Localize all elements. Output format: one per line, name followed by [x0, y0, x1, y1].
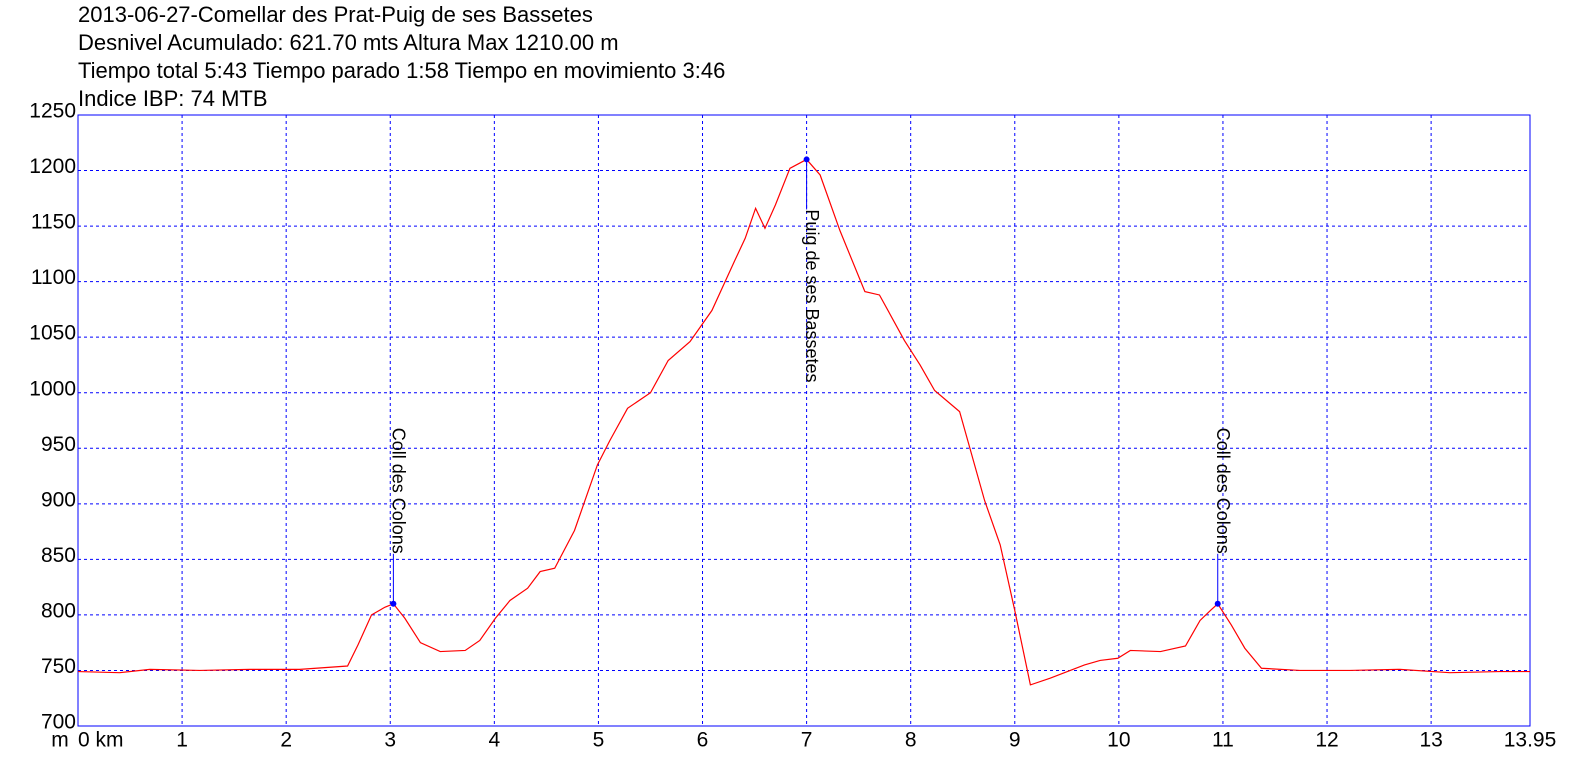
annotation-label: Coll des Colons — [1213, 428, 1233, 554]
x-tick-label: 8 — [905, 729, 917, 752]
title-line: 2013-06-27-Comellar des Prat-Puig de ses… — [78, 2, 593, 27]
x-tick-label: 0 km — [78, 729, 124, 752]
y-tick-label: 1050 — [29, 322, 76, 345]
annotation-marker — [803, 156, 810, 163]
y-tick-label: 700 — [41, 711, 76, 734]
x-tick-label: 13.95 — [1504, 729, 1557, 752]
y-tick-label: 1250 — [29, 100, 76, 123]
x-tick-label: 2 — [280, 729, 292, 752]
y-tick-label: 1100 — [31, 266, 76, 289]
annotation-label: Coll des Colons — [389, 428, 409, 554]
y-tick-label: 850 — [41, 544, 76, 567]
x-tick-label: 1 — [176, 729, 188, 752]
y-tick-label: 1200 — [29, 155, 76, 178]
x-tick-label: 12 — [1315, 729, 1338, 752]
x-tick-label: 7 — [801, 729, 813, 752]
x-tick-label: 13 — [1419, 729, 1442, 752]
y-tick-label: 1000 — [29, 377, 76, 400]
y-tick-label: 1150 — [31, 211, 76, 234]
x-tick-label: 3 — [384, 729, 396, 752]
y-tick-label: 900 — [41, 488, 76, 511]
title-line: Indice IBP: 74 MTB — [78, 86, 268, 111]
annotation-marker — [1214, 600, 1221, 607]
y-tick-label: 750 — [41, 655, 76, 678]
x-tick-label: 5 — [593, 729, 605, 752]
plot-frame — [77, 114, 1531, 727]
elevation-line — [77, 158, 1530, 686]
x-tick-label: 4 — [489, 729, 501, 752]
y-tick-label: 800 — [41, 599, 76, 622]
x-tick-label: 10 — [1107, 729, 1130, 752]
x-tick-label: 9 — [1009, 729, 1021, 752]
title-line: Tiempo total 5:43 Tiempo parado 1:58 Tie… — [78, 58, 725, 83]
x-tick-label: 11 — [1212, 729, 1234, 752]
annotation-marker — [390, 600, 397, 607]
y-axis-unit: m — [51, 729, 69, 752]
y-tick-label: 950 — [41, 433, 76, 456]
annotation-label: Puig de ses Bassetes — [802, 209, 822, 382]
x-tick-label: 6 — [697, 729, 709, 752]
title-line: Desnivel Acumulado: 621.70 mts Altura Ma… — [78, 30, 619, 55]
